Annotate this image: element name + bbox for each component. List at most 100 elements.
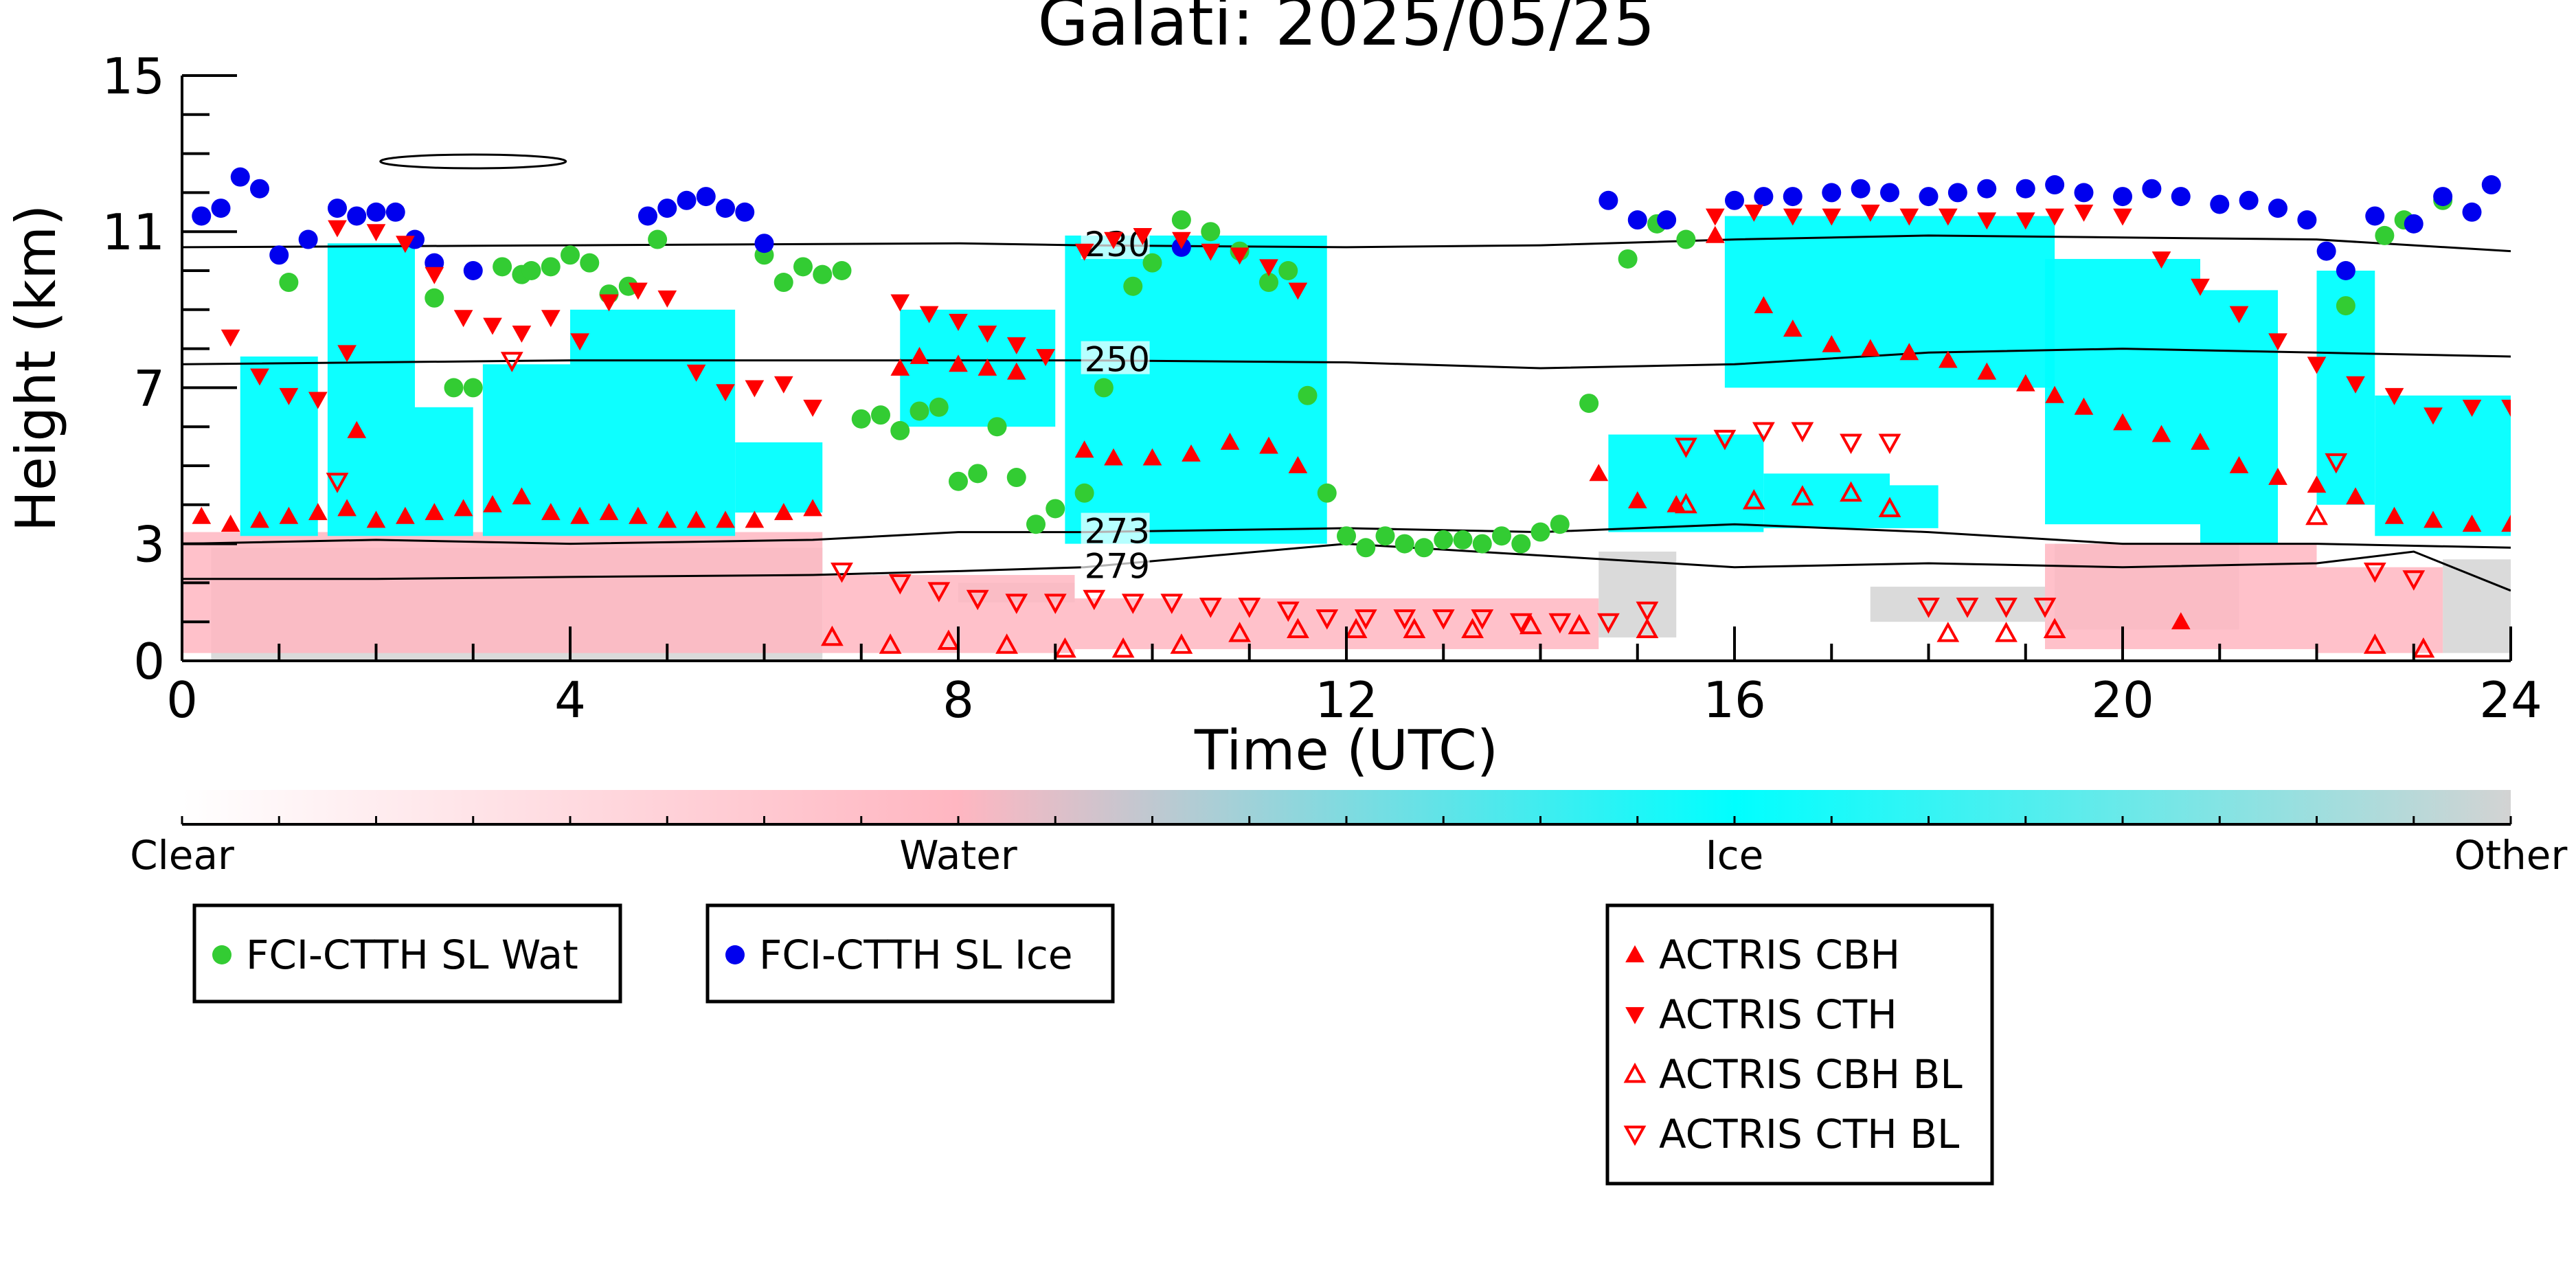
marker-fci-ctth-sl-ice-44	[2336, 261, 2355, 280]
marker-fci-ctth-sl-wat-55	[1676, 229, 1696, 249]
marker-actris-cth-18	[745, 380, 765, 398]
marker-fci-ctth-sl-wat-53	[1618, 249, 1638, 269]
y-tick-label-15: 15	[102, 47, 165, 105]
x-tick-label-16: 16	[1703, 671, 1766, 729]
marker-fci-ctth-sl-wat-19	[871, 405, 890, 425]
marker-actris-cbh-0	[192, 506, 212, 524]
marker-fci-ctth-sl-ice-46	[2404, 214, 2424, 234]
marker-actris-cth-9	[483, 317, 502, 335]
marker-actris-cbh-47	[2045, 385, 2064, 403]
legend-marker-fci-ctth-sl-ice	[725, 945, 745, 964]
marker-fci-ctth-sl-ice-38	[2171, 187, 2191, 207]
marker-fci-ctth-sl-wat-27	[1026, 515, 1046, 534]
marker-fci-ctth-sl-ice-25	[1754, 187, 1774, 207]
marker-actris-cbh-bl-21	[1995, 622, 2018, 642]
marker-actris-cbh-bl-0	[821, 625, 844, 646]
marker-fci-ctth-sl-wat-34	[1201, 222, 1221, 242]
marker-fci-ctth-sl-wat-36	[1259, 273, 1278, 293]
marker-actris-cth-bl-21	[1597, 613, 1620, 634]
marker-actris-cth-23	[949, 313, 968, 331]
marker-fci-ctth-sl-wat-21	[909, 401, 929, 421]
classification-other-3	[1870, 587, 2045, 622]
marker-fci-ctth-sl-ice-37	[2142, 179, 2162, 199]
marker-fci-ctth-sl-wat-42	[1375, 526, 1395, 546]
marker-fci-ctth-sl-wat-50	[1530, 522, 1550, 542]
marker-fci-ctth-sl-wat-4	[493, 257, 512, 277]
marker-fci-ctth-sl-wat-23	[949, 471, 968, 491]
marker-fci-ctth-sl-ice-49	[2481, 175, 2501, 195]
marker-actris-cth-8	[453, 310, 473, 328]
marker-actris-cth-7	[425, 267, 444, 284]
marker-actris-cbh-bl-14	[1636, 618, 1659, 638]
marker-actris-cbh-bl-6	[1170, 633, 1193, 654]
marker-actris-cth-47	[2151, 251, 2171, 269]
marker-actris-cth-22	[919, 306, 939, 324]
marker-fci-ctth-sl-ice-31	[1947, 183, 1967, 203]
marker-actris-cbh-bl-13	[1568, 613, 1591, 635]
marker-fci-ctth-sl-ice-45	[2365, 206, 2385, 226]
legend-marker-actris-cth	[1625, 1007, 1645, 1025]
marker-actris-cth-1	[250, 368, 269, 386]
marker-fci-ctth-sl-wat-39	[1317, 483, 1337, 503]
marker-actris-cth-bl-17	[1432, 609, 1455, 630]
marker-actris-cbh-48	[2074, 397, 2094, 415]
marker-actris-cbh-24	[909, 346, 929, 364]
marker-actris-cth-33	[1259, 259, 1278, 277]
marker-fci-ctth-sl-ice-33	[2015, 179, 2035, 199]
marker-actris-cth-42	[1977, 212, 1997, 230]
marker-fci-ctth-sl-wat-43	[1394, 534, 1414, 554]
classification-ice-2	[415, 407, 473, 536]
marker-fci-ctth-sl-ice-9	[385, 202, 405, 222]
marker-actris-cbh-17	[686, 510, 706, 528]
legend-label-fci-ctth-sl-wat: FCI-CTTH SL Wat	[246, 931, 578, 978]
marker-actris-cth-51	[2307, 357, 2327, 374]
marker-actris-cbh-21	[803, 499, 822, 517]
marker-fci-ctth-sl-ice-6	[328, 199, 347, 218]
marker-fci-ctth-sl-wat-56	[2336, 296, 2355, 316]
marker-fci-ctth-sl-ice-47	[2433, 187, 2453, 207]
marker-actris-cth-2	[279, 387, 299, 405]
marker-actris-cbh-15	[629, 506, 648, 524]
marker-actris-cbh-12	[541, 503, 561, 521]
marker-actris-cth-54	[2424, 407, 2443, 425]
marker-fci-ctth-sl-wat-17	[832, 261, 852, 280]
marker-fci-ctth-sl-wat-31	[1123, 276, 1143, 296]
marker-actris-cbh-22	[347, 420, 367, 438]
marker-actris-cbh-13	[570, 506, 589, 524]
marker-actris-cbh-bl-19	[1878, 497, 1901, 517]
marker-actris-cth-0	[221, 329, 240, 347]
contour-label-bg-273	[1081, 512, 1150, 546]
x-tick-label-12: 12	[1315, 671, 1378, 729]
legend-label-actris-cbh: ACTRIS CBH	[1659, 931, 1900, 978]
marker-fci-ctth-sl-ice-18	[735, 202, 755, 222]
marker-actris-cbh-31	[1182, 444, 1201, 462]
x-tick-label-4: 4	[554, 671, 586, 729]
classification-ice-15	[2375, 395, 2511, 536]
classification-water-1	[822, 575, 1075, 653]
marker-fci-ctth-sl-ice-34	[2045, 175, 2065, 195]
marker-actris-cth-bl-29	[1917, 598, 1940, 618]
marker-actris-cth-bl-22	[1636, 601, 1659, 622]
marker-actris-cbh-29	[1104, 448, 1123, 466]
marker-fci-ctth-sl-ice-7	[347, 206, 367, 226]
marker-actris-cbh-bl-5	[1111, 637, 1135, 658]
marker-actris-cth-bl-23	[1675, 438, 1697, 458]
marker-actris-cth-12	[570, 333, 589, 351]
x-tick-label-8: 8	[942, 671, 974, 729]
marker-fci-ctth-sl-ice-10	[405, 229, 425, 249]
marker-actris-cth-39	[1860, 204, 1880, 222]
marker-fci-ctth-sl-wat-9	[580, 253, 600, 273]
marker-actris-cbh-14	[599, 503, 619, 521]
marker-actris-cth-57	[328, 220, 347, 238]
marker-fci-ctth-sl-wat-37	[1278, 261, 1298, 280]
marker-actris-cbh-bl-2	[937, 629, 960, 650]
colorbar-label-clear: Clear	[130, 832, 234, 879]
marker-actris-cth-bl-14	[1315, 609, 1339, 630]
marker-fci-ctth-sl-wat-38	[1298, 385, 1318, 405]
marker-actris-cbh-bl-22	[2043, 618, 2066, 638]
marker-fci-ctth-sl-ice-35	[2074, 183, 2094, 203]
marker-actris-cth-bl-4	[927, 582, 951, 602]
classification-ice-10	[1890, 485, 1939, 528]
marker-fci-ctth-sl-wat-16	[813, 264, 833, 284]
marker-actris-cth-38	[1822, 208, 1842, 226]
